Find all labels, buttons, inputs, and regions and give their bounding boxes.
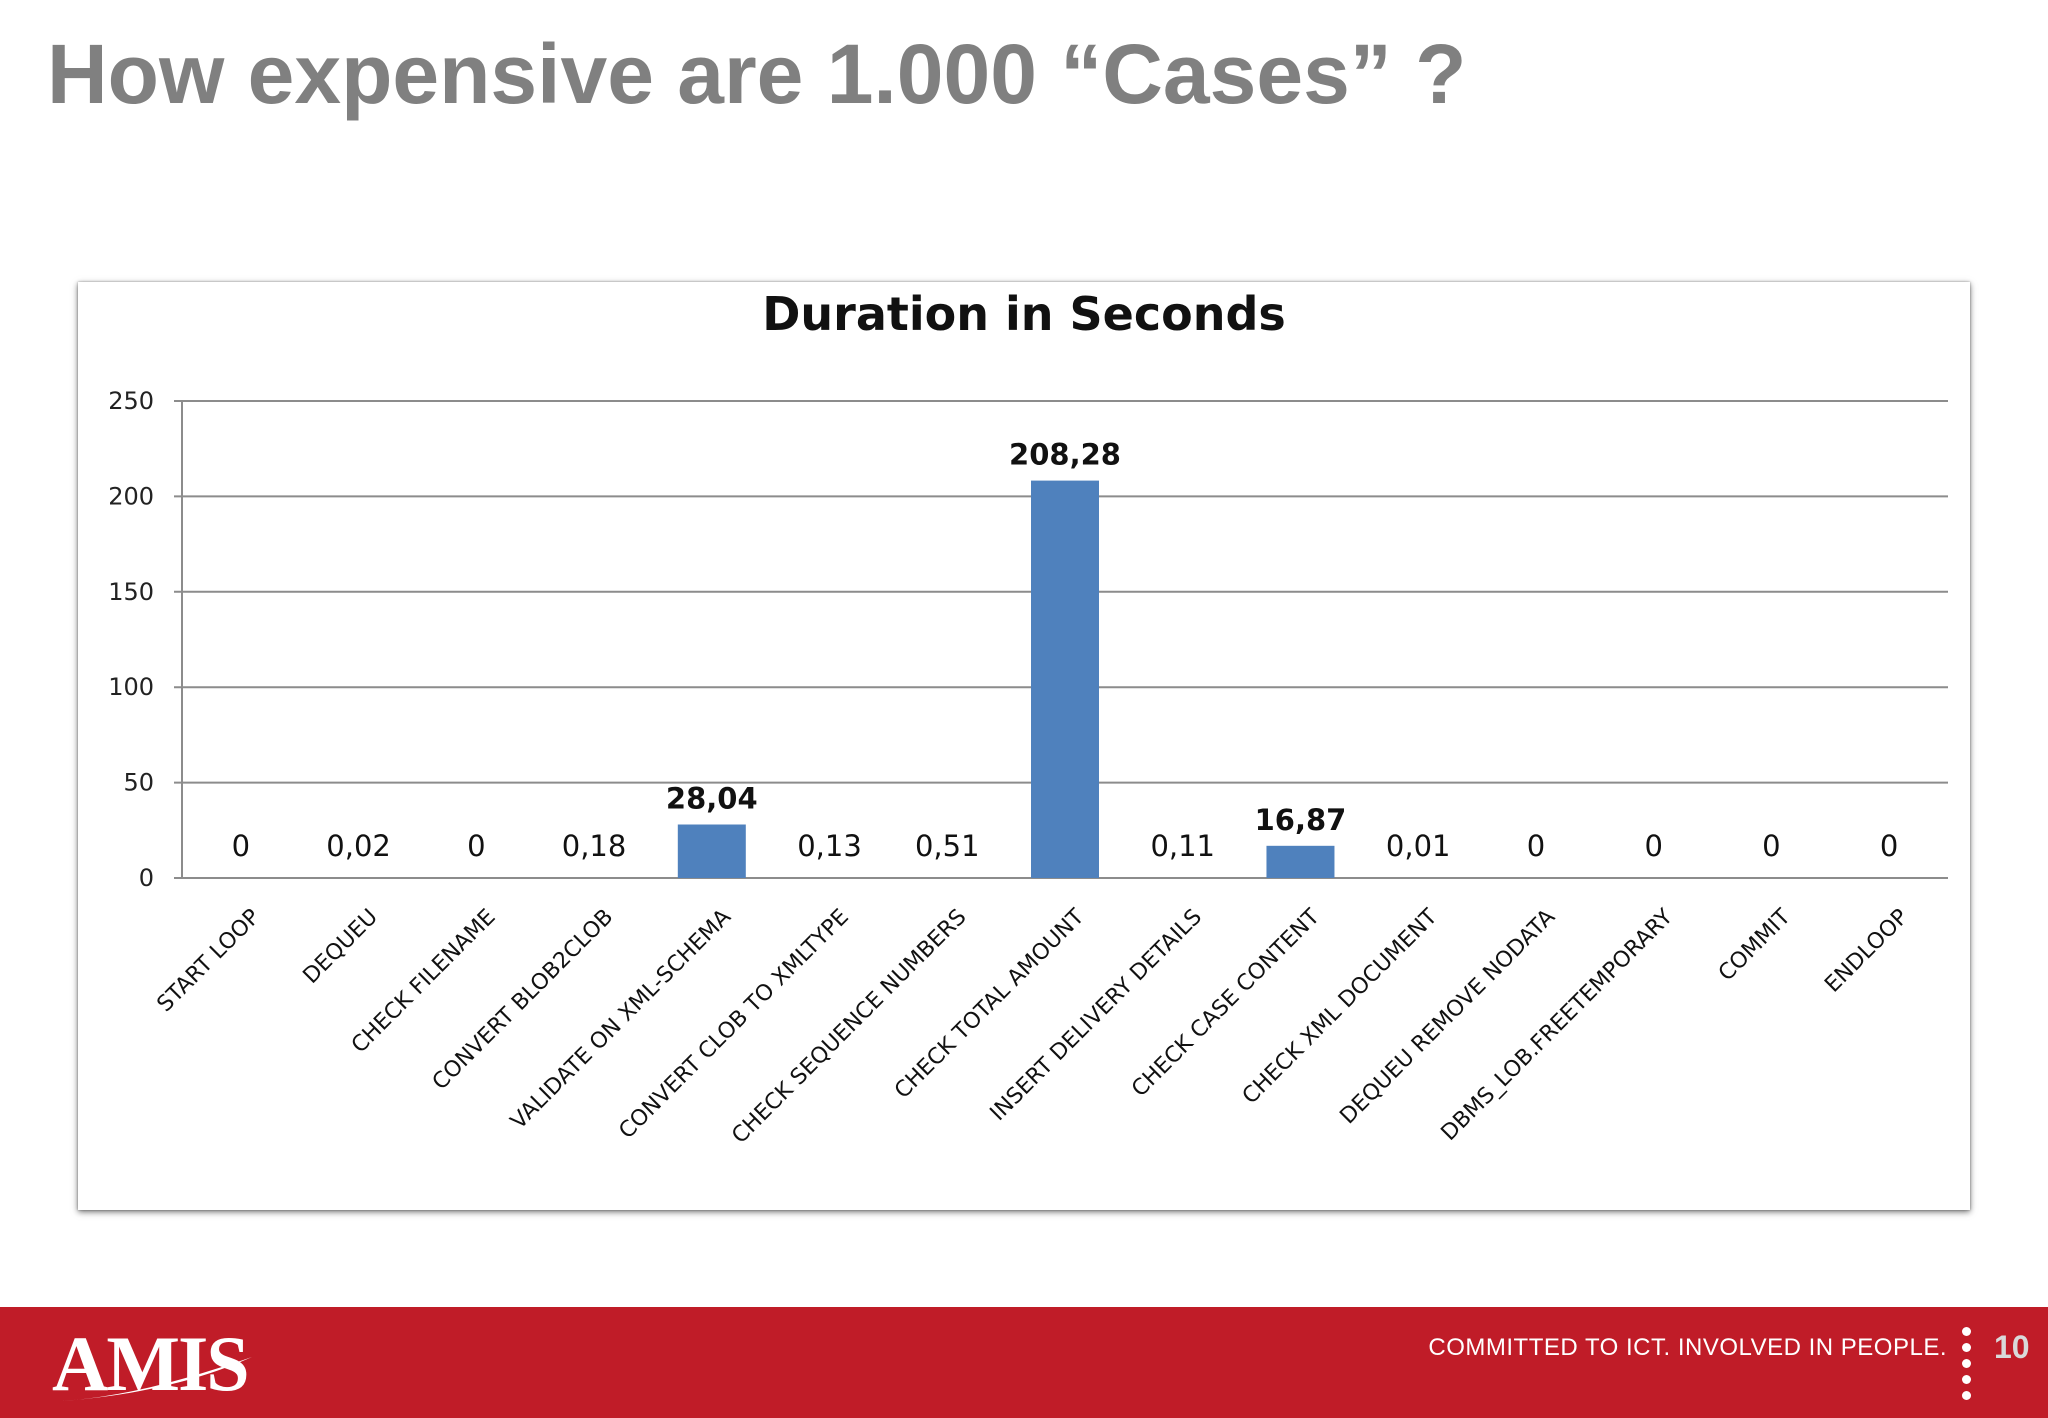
x-tick-label: CHECK TOTAL AMOUNT [890,904,1090,1104]
bar [1031,480,1099,878]
slide-title: How expensive are 1.000 “Cases” ? [47,27,1467,121]
data-label: 28,04 [666,781,758,815]
data-label: 0 [1762,829,1780,863]
x-tick-label: CHECK SEQUENCE NUMBERS [727,905,971,1149]
logo-text: AMIS [52,1320,250,1407]
x-tick-label: START LOOP [153,905,266,1018]
bar [677,824,746,878]
data-label: 16,87 [1255,803,1347,837]
data-label: 208,28 [1009,438,1121,472]
y-tick-label: 50 [123,769,154,797]
amis-logo: AMIS [52,1321,262,1407]
data-label: 0 [232,829,250,863]
footer-bar: AMIS COMMITTED TO ICT. INVOLVED IN PEOPL… [0,1307,2048,1418]
bar-chart: Duration in Seconds 0 50 100 150 200 250 0 0,0… [108,287,1948,1149]
y-tick-label: 150 [108,578,154,606]
data-label: 0 [1880,829,1898,863]
data-label: 0 [1527,829,1545,863]
x-tick-label: DBMS_LOB.FREETEMPORARY [1437,904,1679,1146]
bar [1266,845,1335,878]
chart-panel: Duration in Seconds 0 50 100 150 200 250 0 0,0… [78,282,1970,1210]
y-tick-label: 250 [108,387,154,415]
data-label: 0,02 [326,829,391,863]
y-tick-label: 100 [108,673,154,701]
data-label: 0,51 [915,829,980,863]
y-tick-label: 200 [108,482,154,510]
data-label: 0 [1644,829,1662,863]
x-tick-label: INSERT DELIVERY DETAILS [986,905,1207,1126]
data-label: 0,13 [797,829,862,863]
data-label: 0,11 [1150,829,1215,863]
x-tick-label: COMMIT [1714,904,1796,986]
x-tick-label: DEQUEU [299,905,383,989]
x-tick-label: DEQUEU REMOVE NODATA [1335,905,1560,1130]
x-tick-label: ENDLOOP [1820,905,1913,998]
x-tick-label: CHECK XML DOCUMENT [1238,904,1443,1109]
data-label: 0,01 [1386,829,1451,863]
data-label: 0,18 [562,829,627,863]
y-tick-label: 0 [139,864,154,892]
x-tick-label: CHECK CASE CONTENT [1127,904,1325,1102]
chart-title: Duration in Seconds [762,287,1286,341]
x-tick-label: CONVERT CLOB TO XMLTYPE [614,905,853,1144]
page-number: 10 [1994,1329,2030,1365]
x-tick-label: VALIDATE ON XML-SCHEMA [506,905,736,1135]
footer-tagline: COMMITTED TO ICT. INVOLVED IN PEOPLE. [1428,1334,1947,1361]
data-label: 0 [467,829,485,863]
dots-divider-icon [1962,1327,1972,1413]
